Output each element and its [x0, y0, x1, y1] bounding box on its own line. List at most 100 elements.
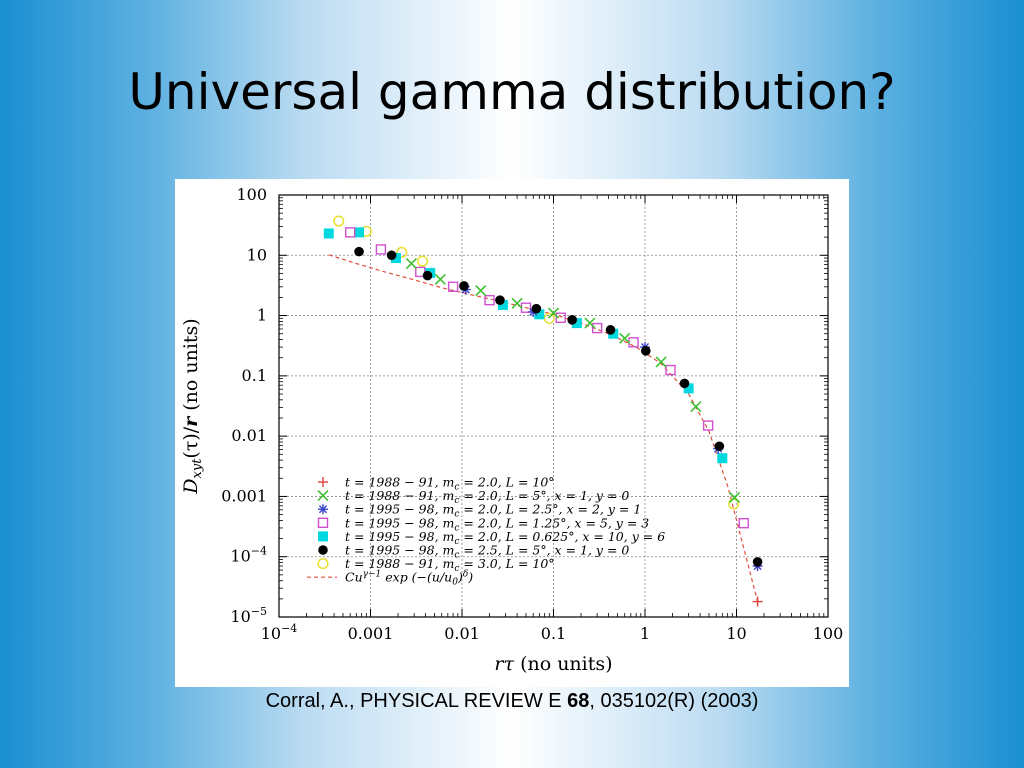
- citation-prefix: Corral, A., PHYSICAL REVIEW E: [265, 690, 568, 712]
- y-tick-label-exponent: −4: [251, 545, 267, 558]
- legend-label-subscript: c: [454, 564, 459, 574]
- data-point: [591, 322, 603, 334]
- legend-fit-text: Cu: [345, 570, 363, 585]
- marker-shape: [714, 441, 725, 452]
- data-point: [434, 273, 446, 285]
- x-tick-label: 1: [640, 624, 650, 643]
- y-tick-label: 100: [236, 185, 267, 204]
- legend-marker: [317, 558, 329, 570]
- marker-shape: [354, 227, 365, 238]
- legend-label-text: = 2.0, L = 2.5°, x = 2, y = 1: [459, 502, 641, 517]
- marker-stroke: [317, 490, 329, 502]
- legend-label-text: = 2.0, L = 10°: [459, 475, 554, 490]
- citation: Corral, A., PHYSICAL REVIEW E 68, 035102…: [0, 690, 1024, 713]
- y-tick-label: 10−5: [230, 605, 267, 626]
- legend-label-text: t = 1995 − 98, m: [345, 529, 454, 544]
- axis-ticks: 10−4 0.001 0.01 0.1 1 10 1001001010.10.010.001…: [221, 185, 843, 643]
- marker-stroke: [511, 297, 523, 309]
- data-point: [547, 307, 560, 319]
- legend-fit-text: exp (−(u/u: [381, 570, 452, 585]
- y-tick-label-base: 1: [257, 306, 267, 325]
- marker-shape: [318, 545, 328, 555]
- marker-stroke: [318, 505, 328, 514]
- legend-label-text: = 2.5, L = 5°, x = 1, y = 0: [459, 543, 629, 558]
- legend-label-text: t = 1988 − 91, m: [345, 556, 454, 571]
- marker-stroke: [547, 307, 560, 319]
- legend-marker: [318, 545, 328, 555]
- legend-label: t = 1995 − 98, mc = 2.0, L = 2.5°, x = 2…: [345, 502, 641, 520]
- x-tick-label-base: 10: [726, 624, 746, 643]
- marker-shape: [567, 315, 577, 325]
- x-tick-label: 0.1: [541, 624, 566, 643]
- data-point: [354, 227, 365, 238]
- marker-shape: [447, 281, 459, 293]
- marker-shape: [605, 325, 616, 335]
- marker-shape: [495, 295, 505, 305]
- legend-marker: [318, 504, 328, 515]
- marker-shape: [317, 558, 329, 570]
- log-log-scatter-chart: 10−4 0.001 0.01 0.1 1 10 1001001010.10.010.001…: [180, 185, 843, 675]
- y-axis-label-text: (τ)/: [180, 426, 202, 458]
- legend-fit-exponent: δ: [463, 570, 468, 580]
- x-tick-label: 10: [726, 624, 746, 643]
- data-point: [567, 315, 577, 325]
- data-point: [511, 297, 523, 309]
- legend-marker: [318, 477, 328, 487]
- data-point: [738, 517, 749, 529]
- data-point: [534, 309, 545, 320]
- marker-shape: [459, 281, 469, 291]
- marker-shape: [555, 312, 566, 323]
- marker-shape: [416, 255, 429, 267]
- data-point: [584, 317, 596, 329]
- data-point: [416, 255, 429, 267]
- x-axis-label-variable: r: [494, 653, 505, 675]
- x-tick-label-base: 0.01: [444, 624, 480, 643]
- legend-label-subscript: c: [454, 523, 459, 533]
- x-tick-label: 100: [813, 624, 844, 643]
- legend-marker: [317, 490, 329, 502]
- legend-label: t = 1995 − 98, mc = 2.0, L = 1.25°, x = …: [345, 515, 649, 533]
- marker-shape: [354, 246, 364, 257]
- marker-shape: [683, 383, 694, 394]
- marker-shape: [497, 299, 508, 310]
- marker-shape: [345, 227, 356, 238]
- legend-label: t = 1995 − 98, mc = 2.5, L = 5°, x = 1, …: [345, 543, 629, 561]
- x-axis-label-unit: (no units): [514, 653, 613, 675]
- data-point: [405, 257, 417, 270]
- data-point: [345, 227, 356, 238]
- y-tick-label-base: 10: [230, 547, 250, 566]
- data-point: [484, 294, 495, 306]
- marker-shape: [679, 378, 690, 389]
- legend-label: t = 1988 − 91, mc = 3.0, L = 10°: [345, 556, 555, 574]
- marker-shape: [531, 303, 542, 314]
- legend-label: t = 1995 − 98, mc = 2.0, L = 0.625°, x =…: [345, 529, 665, 547]
- data-point: [391, 253, 402, 264]
- data-point: [752, 596, 763, 607]
- x-tick-label-base: 10: [261, 624, 281, 643]
- legend-marker: [318, 531, 328, 542]
- legend-label-text: t = 1988 − 91, m: [345, 488, 454, 503]
- marker-shape: [702, 420, 714, 431]
- data-point: [717, 453, 728, 464]
- data-point: [531, 303, 542, 314]
- marker-shape: [591, 322, 603, 334]
- fit-curve-line: [328, 254, 759, 602]
- data-point: [475, 284, 487, 297]
- data-point: [386, 250, 397, 261]
- y-tick-label-base: 0.01: [231, 426, 267, 445]
- marker-shape: [752, 557, 763, 567]
- marker-shape: [665, 364, 676, 376]
- marker-shape: [422, 270, 433, 281]
- marker-shape: [640, 346, 651, 356]
- marker-stroke: [655, 356, 667, 368]
- data-point: [555, 312, 566, 323]
- legend-label-text: t = 1995 − 98, m: [345, 543, 454, 558]
- legend-label-subscript: c: [454, 510, 459, 520]
- marker-shape: [317, 517, 329, 528]
- y-tick-label: 10: [247, 245, 267, 264]
- marker-shape: [375, 244, 387, 255]
- data-markers: [323, 215, 763, 607]
- data-point: [728, 491, 741, 504]
- legend-label-subscript: c: [454, 537, 459, 547]
- marker-shape: [333, 215, 345, 227]
